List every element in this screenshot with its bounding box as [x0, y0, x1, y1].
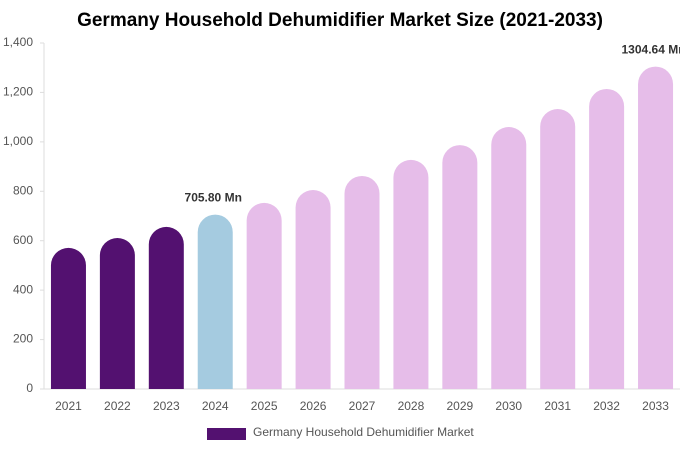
- bar: [295, 190, 331, 389]
- bar: [589, 88, 625, 390]
- y-tick-label: 1,000: [3, 134, 33, 148]
- bar: [50, 247, 86, 389]
- bar: [491, 127, 527, 389]
- legend-label: Germany Household Dehumidifier Market: [253, 425, 474, 439]
- bar: [540, 108, 576, 389]
- x-tick-label: 2025: [251, 399, 278, 413]
- y-tick-label: 0: [26, 381, 33, 395]
- legend-swatch: [207, 428, 246, 440]
- data-label: 705.80 Mn: [185, 191, 242, 205]
- y-tick-label: 600: [13, 233, 33, 247]
- x-tick-label: 2021: [55, 399, 82, 413]
- bar: [344, 175, 380, 389]
- data-label: 1304.64 Mn: [622, 43, 680, 57]
- bar: [393, 159, 429, 389]
- x-tick-label: 2022: [104, 399, 131, 413]
- x-tick-label: 2032: [593, 399, 620, 413]
- bar: [442, 145, 478, 389]
- y-tick-label: 1,400: [3, 35, 33, 49]
- x-tick-label: 2023: [153, 399, 180, 413]
- y-tick-label: 1,200: [3, 85, 33, 99]
- x-tick-label: 2030: [495, 399, 522, 413]
- x-tick-label: 2029: [446, 399, 473, 413]
- y-tick-label: 800: [13, 183, 33, 197]
- y-tick-label: 400: [13, 282, 33, 296]
- x-tick-label: 2028: [398, 399, 425, 413]
- x-tick-label: 2026: [300, 399, 327, 413]
- bar: [638, 66, 674, 390]
- y-tick-label: 200: [13, 332, 33, 346]
- bar: [197, 214, 233, 389]
- bar: [246, 202, 282, 389]
- bar: [99, 237, 135, 389]
- chart-title: Germany Household Dehumidifier Market Si…: [77, 10, 603, 31]
- x-tick-label: 2027: [349, 399, 376, 413]
- x-tick-label: 2033: [642, 399, 669, 413]
- bar: [148, 226, 184, 389]
- x-tick-label: 2031: [544, 399, 571, 413]
- x-tick-label: 2024: [202, 399, 229, 413]
